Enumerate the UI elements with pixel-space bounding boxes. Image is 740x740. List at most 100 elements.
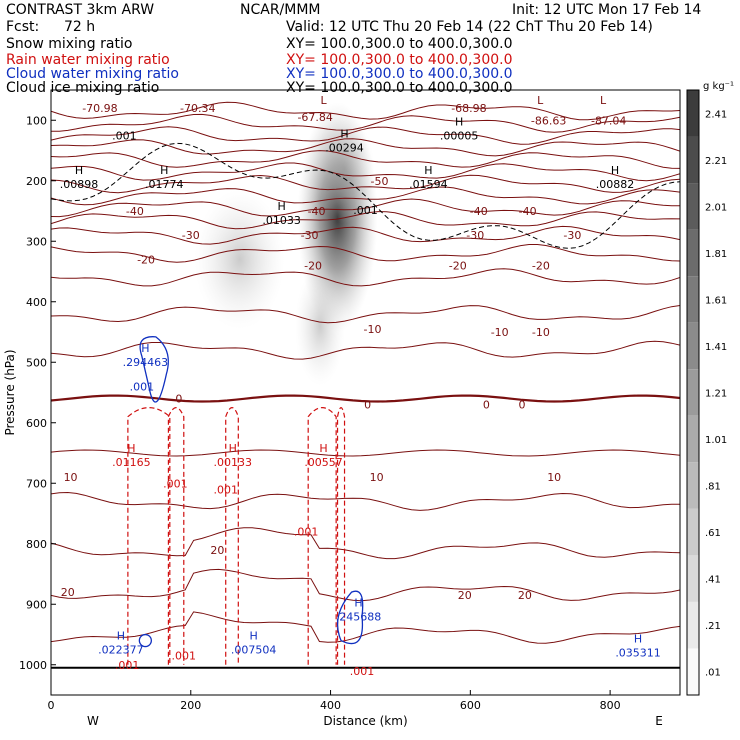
- colorbar-frame: [686, 89, 700, 696]
- x-tick-label: 200: [180, 699, 201, 712]
- cloud-water-contour: [139, 336, 169, 403]
- contour-value-label: .001: [213, 483, 238, 496]
- y-tick-label: 900: [26, 598, 47, 611]
- extremum-marker: H: [117, 630, 125, 643]
- temperature-contour-label: -20: [449, 259, 467, 272]
- extremum-marker: H: [634, 633, 642, 646]
- temperature-contour: [51, 305, 680, 324]
- snow-shading-west: [194, 189, 285, 330]
- rain-water-contour: [307, 407, 337, 665]
- y-tick-label: 300: [26, 235, 47, 248]
- contour-value-label: .001: [353, 204, 378, 217]
- extremum-marker: L: [320, 94, 327, 107]
- colorbar-tick-label: .61: [705, 528, 721, 539]
- y-tick-label: 600: [26, 417, 47, 430]
- extremum-marker: L: [537, 94, 544, 107]
- colorbar-tick-label: 1.61: [705, 295, 727, 306]
- y-tick-label: 1000: [19, 659, 47, 672]
- colorbar-tick-label: 1.21: [705, 389, 727, 400]
- x-tick-label: 400: [320, 699, 341, 712]
- contour-value-label: .001: [115, 659, 140, 672]
- colorbar-tick-label: .41: [705, 575, 721, 586]
- plot-frame: [50, 89, 681, 696]
- valid-time: Valid: 12 UTC Thu 20 Feb 14 (22 ChT Thu …: [286, 19, 653, 35]
- temperature-contour-label: -10: [364, 323, 382, 336]
- extremum-marker: H: [250, 630, 258, 643]
- east-label: E: [655, 714, 663, 728]
- colorbar-swatch: [687, 90, 699, 137]
- colorbar-swatch: [687, 136, 699, 184]
- x-tick-label: 800: [600, 699, 621, 712]
- temperature-contour-label: -70.98: [82, 102, 117, 115]
- contour-value-label: .001: [163, 477, 188, 490]
- temperature-contour-label: -10: [491, 326, 509, 339]
- snow-shading-lower: [295, 265, 346, 386]
- temperature-contour: [51, 527, 680, 560]
- temperature-contour-label: -30: [563, 229, 581, 242]
- temperature-contour-label: -20: [532, 259, 550, 272]
- extremum-marker: H: [340, 127, 348, 140]
- temperature-contour-label: 0: [175, 393, 182, 406]
- legend-cloud-water: Cloud water mixing ratio: [6, 66, 179, 82]
- temperature-contour: [51, 162, 680, 182]
- extremum-marker: H: [127, 442, 135, 455]
- temperature-contour-label: -40: [470, 205, 488, 218]
- west-label: W: [87, 714, 99, 728]
- temperature-contour: [51, 244, 680, 263]
- extremum-value: .00133: [213, 456, 252, 469]
- contour-value-label: .001: [350, 665, 375, 678]
- extremum-value: .01033: [262, 214, 301, 227]
- colorbar-swatch: [687, 229, 699, 277]
- colorbar-swatch: [687, 369, 699, 416]
- temperature-contour: [51, 138, 680, 157]
- cloud-ice-contour: [51, 142, 680, 249]
- temperature-contour-label: 0: [519, 399, 526, 412]
- colorbar-swatch: [687, 462, 699, 509]
- legend-cloud-ice: Cloud ice mixing ratio: [6, 80, 160, 96]
- y-tick-label: 500: [26, 356, 47, 369]
- temperature-contour: [51, 174, 680, 194]
- extremum-marker: H: [611, 164, 619, 177]
- temperature-contour-label: -30: [301, 229, 319, 242]
- rain-water-contour: [336, 407, 346, 665]
- rain-water-contour: [167, 407, 185, 665]
- colorbar-swatch: [687, 415, 699, 463]
- colorbar-tick-label: 2.01: [705, 202, 727, 213]
- colorbar-tick-label: 1.81: [705, 249, 727, 260]
- model-title: CONTRAST 3km ARW: [6, 2, 155, 18]
- temperature-contour-label: -68.98: [451, 102, 486, 115]
- colorbar-tick-label: .01: [705, 668, 721, 679]
- y-tick-label: 200: [26, 175, 47, 188]
- org-label: NCAR/MMM: [240, 2, 321, 18]
- y-tick-label: 700: [26, 477, 47, 490]
- colorbar-tick-label: 1.01: [705, 435, 727, 446]
- temperature-contour: [51, 101, 680, 121]
- cloud-water-contour: [336, 590, 364, 645]
- colorbar-swatch: [687, 648, 699, 695]
- extremum-value: .00898: [60, 178, 99, 191]
- y-axis-title: Pressure (hPa): [3, 349, 17, 435]
- temperature-contour-label: -10: [532, 326, 550, 339]
- legend-snow: Snow mixing ratio: [6, 36, 133, 52]
- colorbar-swatch: [687, 322, 699, 370]
- temperature-contour-label: 20: [518, 589, 532, 602]
- temperature-contour-label: 10: [64, 471, 78, 484]
- x-tick-label: 0: [48, 699, 55, 712]
- temperature-contour-label: -50: [370, 175, 388, 188]
- extremum-marker: H: [455, 115, 463, 128]
- extremum-marker: H: [229, 442, 237, 455]
- legend-cloud-ice-xy: XY= 100.0,300.0 to 400.0,300.0: [286, 80, 513, 96]
- temperature-contour-label: -20: [304, 259, 322, 272]
- legend-rain-xy: XY= 100.0,300.0 to 400.0,300.0: [286, 52, 513, 68]
- temperature-contour-label: 10: [370, 471, 384, 484]
- colorbar-tick-label: 1.41: [705, 342, 727, 353]
- extremum-value: .00294: [325, 141, 364, 154]
- snow-shading-upper: [314, 113, 375, 224]
- cloud-water-contour: [138, 633, 153, 648]
- extremum-value: .00882: [596, 178, 635, 191]
- temperature-contour-label: 20: [210, 544, 224, 557]
- extremum-value: .00557: [304, 456, 343, 469]
- temperature-contour: [51, 186, 680, 206]
- temperature-contour-label: 20: [458, 589, 472, 602]
